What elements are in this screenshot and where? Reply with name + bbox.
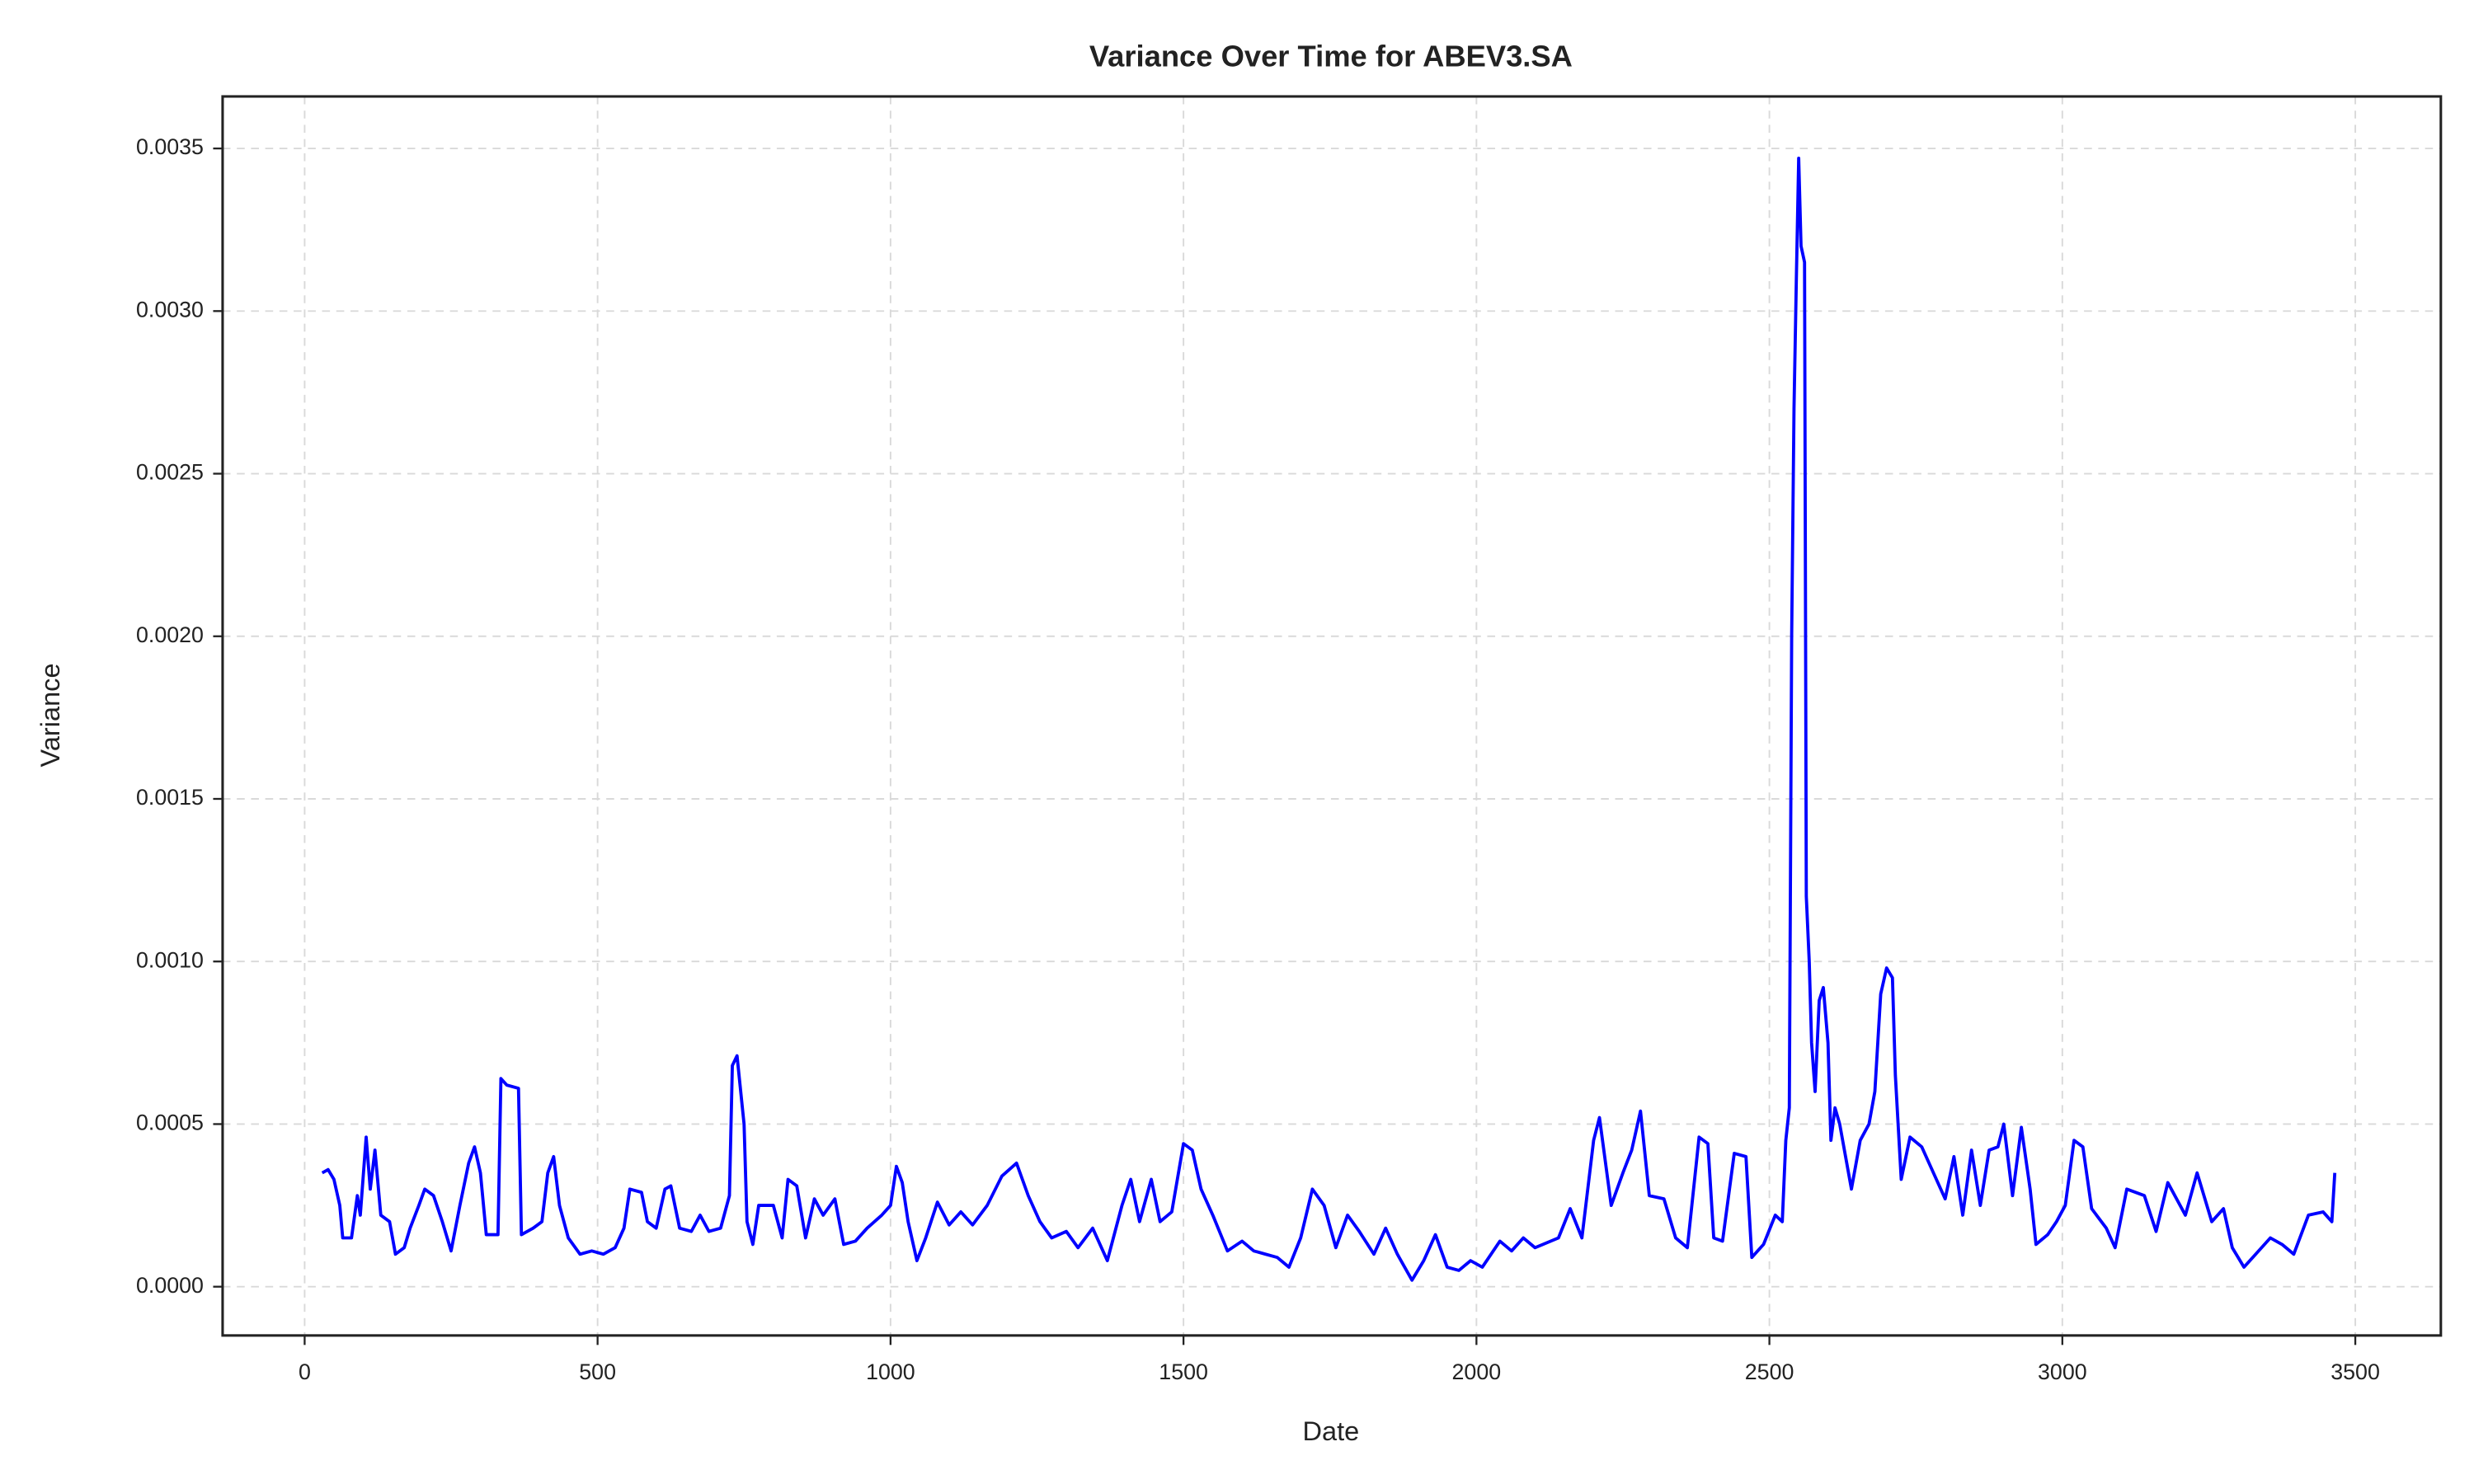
- x-tick-label: 1500: [1159, 1360, 1208, 1384]
- ticks: 0 500 1000 1500 2000 2500 3000 3500 0.0000 0.0005…: [136, 134, 2380, 1384]
- x-tick-label: 3000: [2038, 1360, 2087, 1384]
- grid: [222, 96, 2441, 1336]
- y-tick-label: 0.0015: [136, 785, 204, 810]
- x-tick-label: 2000: [1452, 1360, 1502, 1384]
- y-tick-label: 0.0010: [136, 947, 204, 972]
- y-tick-label: 0.0020: [136, 622, 204, 647]
- y-tick-label: 0.0030: [136, 297, 204, 322]
- x-tick-label: 1000: [866, 1360, 915, 1384]
- x-tick-label: 500: [579, 1360, 616, 1384]
- y-tick-label: 0.0005: [136, 1111, 204, 1135]
- x-tick-label: 2500: [1745, 1360, 1794, 1384]
- data-line: [321, 157, 2337, 1282]
- x-axis-label: Date: [1303, 1416, 1360, 1446]
- axes-frame: [221, 95, 2443, 1337]
- y-axis-label: Variance: [35, 663, 65, 767]
- x-tick-label: 0: [299, 1360, 311, 1384]
- chart-title: Variance Over Time for ABEV3.SA: [1089, 40, 1573, 73]
- y-tick-label: 0.0035: [136, 134, 204, 159]
- plot: [321, 157, 2337, 1282]
- x-tick-label: 3500: [2331, 1360, 2380, 1384]
- y-tick-label: 0.0000: [136, 1273, 204, 1298]
- y-tick-label: 0.0025: [136, 460, 204, 485]
